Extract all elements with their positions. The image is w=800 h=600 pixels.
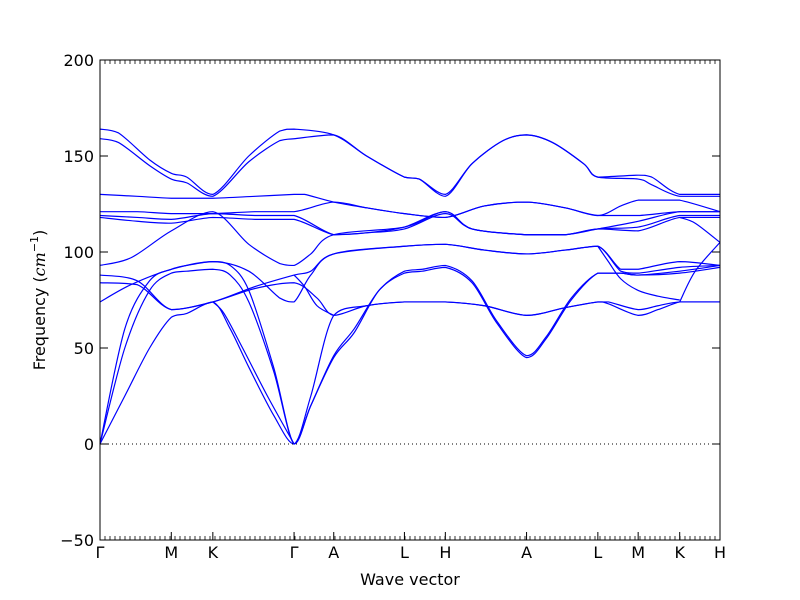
band-line-16 <box>597 245 680 301</box>
y-tick-label: 50 <box>74 339 94 358</box>
band-line-18 <box>679 216 721 243</box>
x-tick-label: M <box>631 543 645 562</box>
y-tick-label: 150 <box>63 147 94 166</box>
x-tick-label: A <box>328 543 339 562</box>
x-tick-label: M <box>164 543 178 562</box>
band-line-6 <box>99 212 720 236</box>
band-line-8 <box>99 243 721 303</box>
y-axis-unit: cm <box>30 252 49 276</box>
y-tick-label: 200 <box>63 51 94 70</box>
x-tick-label: H <box>714 543 726 562</box>
x-tick-label: K <box>208 543 219 562</box>
x-tick-label: L <box>593 543 602 562</box>
y-tick-label: 0 <box>84 435 94 454</box>
band-line-15 <box>679 242 721 303</box>
x-tick-label: K <box>674 543 685 562</box>
y-axis-label: Frequency (cm−1) <box>28 230 49 371</box>
y-tick-label: −50 <box>60 531 94 550</box>
x-axis-label: Wave vector <box>360 570 460 589</box>
band-line-12 <box>99 266 721 445</box>
x-tick-label: H <box>439 543 451 562</box>
y-axis-label-text: Frequency <box>30 288 49 371</box>
band-line-7 <box>99 211 720 267</box>
band-line-17 <box>293 274 335 316</box>
band-line-14 <box>212 301 295 445</box>
x-tick-label: L <box>400 543 409 562</box>
series-layer <box>99 128 721 445</box>
y-tick-label: 100 <box>63 243 94 262</box>
plot-frame <box>99 59 721 541</box>
x-tick-label: A <box>521 543 532 562</box>
band-line-4 <box>99 201 720 219</box>
x-tick-label: Γ <box>290 543 299 562</box>
band-line-13 <box>99 301 720 445</box>
band-line-1 <box>99 128 720 196</box>
band-line-11 <box>99 260 721 445</box>
band-line-9 <box>99 243 721 311</box>
y-axis-unit-exp: −1 <box>28 236 41 252</box>
x-tick-label: Γ <box>96 543 105 562</box>
band-line-2 <box>99 134 720 197</box>
